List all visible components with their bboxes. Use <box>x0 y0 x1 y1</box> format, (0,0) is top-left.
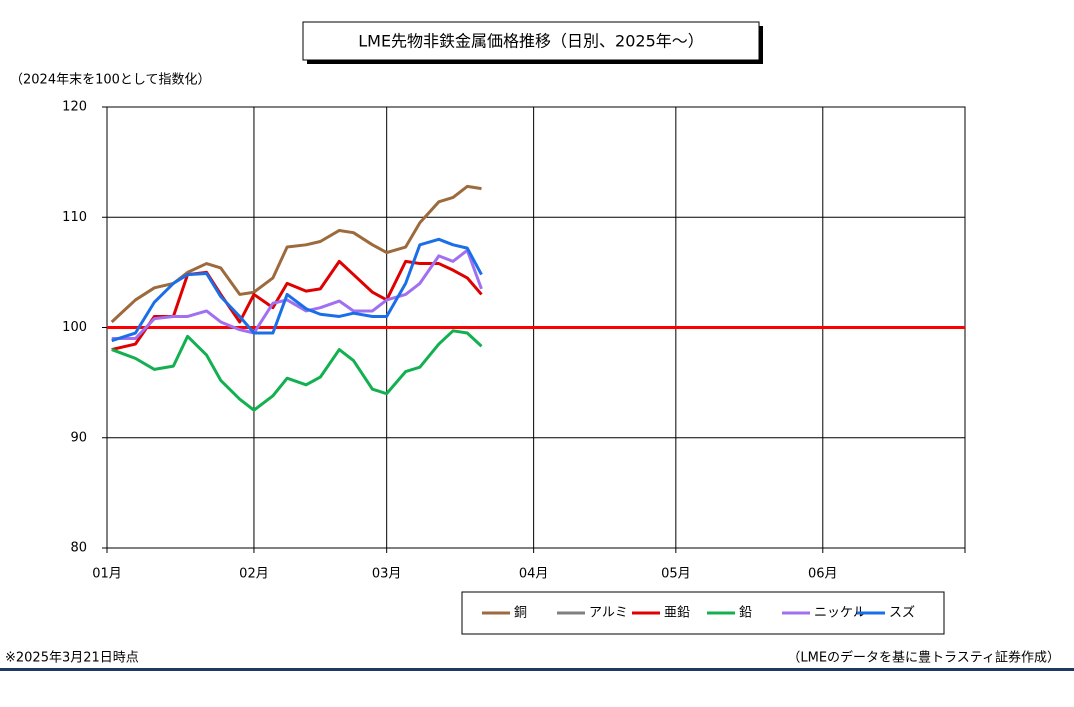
y-tick-label: 100 <box>62 320 87 335</box>
series-line <box>111 259 483 352</box>
chart-title: LME先物非鉄金属価格推移（日別、2025年～） <box>358 32 704 51</box>
x-tick-label: 06月 <box>808 567 838 582</box>
y-tick-label: 90 <box>70 430 87 445</box>
series-line <box>111 237 483 343</box>
x-tick-label: 01月 <box>92 567 122 582</box>
note: ※2025年3月21日時点 <box>5 651 139 666</box>
x-tick-label: 04月 <box>519 567 549 582</box>
footer-bar <box>0 668 1074 671</box>
y-tick-label: 110 <box>62 210 87 225</box>
legend-label: 鉛 <box>739 606 752 621</box>
y-axis-label: （2024年末を100として指数化） <box>10 73 211 88</box>
x-tick-label: 05月 <box>661 567 691 582</box>
legend-label: 亜鉛 <box>664 606 690 621</box>
series-line <box>111 329 483 412</box>
source: （LMEのデータを基に豊トラスティ証券作成） <box>787 650 1060 666</box>
legend-label: アルミ <box>589 606 628 621</box>
legend-label: 銅 <box>514 606 527 621</box>
series-line <box>111 248 483 341</box>
legend-label: ニッケル <box>814 606 866 621</box>
x-tick-label: 02月 <box>239 567 269 582</box>
x-tick-label: 03月 <box>372 567 402 582</box>
legend-label: スズ <box>889 605 915 621</box>
y-tick-label: 120 <box>62 100 87 115</box>
title-box <box>302 21 760 61</box>
y-tick-label: 80 <box>70 541 87 556</box>
